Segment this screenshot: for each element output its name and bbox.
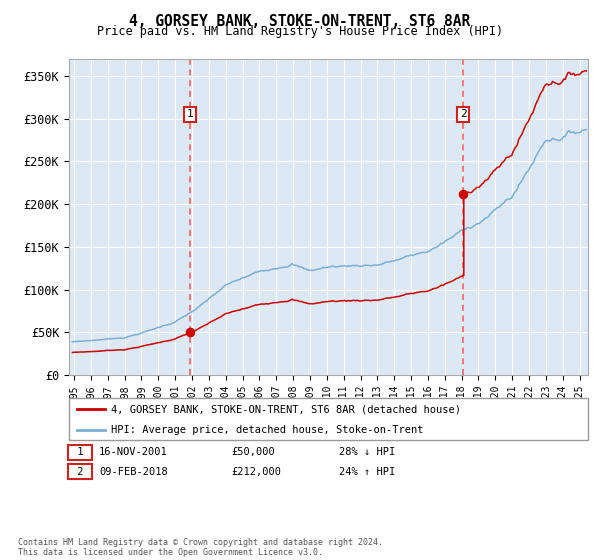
Text: £50,000: £50,000 <box>231 447 275 458</box>
Point <box>458 189 468 198</box>
Text: 1: 1 <box>71 447 89 458</box>
FancyBboxPatch shape <box>69 398 588 440</box>
Text: 4, GORSEY BANK, STOKE-ON-TRENT, ST6 8AR: 4, GORSEY BANK, STOKE-ON-TRENT, ST6 8AR <box>130 14 470 29</box>
Text: 2: 2 <box>71 466 89 477</box>
Text: 16-NOV-2001: 16-NOV-2001 <box>99 447 168 458</box>
Point <box>185 328 195 337</box>
Text: 09-FEB-2018: 09-FEB-2018 <box>99 466 168 477</box>
Text: 2: 2 <box>460 109 467 119</box>
Text: 4, GORSEY BANK, STOKE-ON-TRENT, ST6 8AR (detached house): 4, GORSEY BANK, STOKE-ON-TRENT, ST6 8AR … <box>110 404 461 414</box>
Text: HPI: Average price, detached house, Stoke-on-Trent: HPI: Average price, detached house, Stok… <box>110 426 423 435</box>
Text: 1: 1 <box>187 109 193 119</box>
Text: Contains HM Land Registry data © Crown copyright and database right 2024.
This d: Contains HM Land Registry data © Crown c… <box>18 538 383 557</box>
Text: £212,000: £212,000 <box>231 466 281 477</box>
Text: 24% ↑ HPI: 24% ↑ HPI <box>339 466 395 477</box>
Text: 28% ↓ HPI: 28% ↓ HPI <box>339 447 395 458</box>
Text: Price paid vs. HM Land Registry's House Price Index (HPI): Price paid vs. HM Land Registry's House … <box>97 25 503 38</box>
